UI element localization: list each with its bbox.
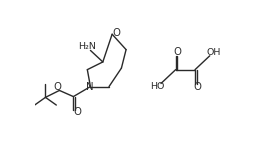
- Text: O: O: [53, 82, 61, 92]
- Text: O: O: [173, 47, 181, 57]
- Text: HO: HO: [150, 82, 164, 91]
- Text: O: O: [112, 29, 120, 38]
- Text: O: O: [193, 82, 201, 92]
- Text: N: N: [86, 82, 93, 92]
- Text: O: O: [73, 107, 81, 117]
- Text: OH: OH: [206, 48, 221, 57]
- Text: H₂N: H₂N: [78, 42, 96, 51]
